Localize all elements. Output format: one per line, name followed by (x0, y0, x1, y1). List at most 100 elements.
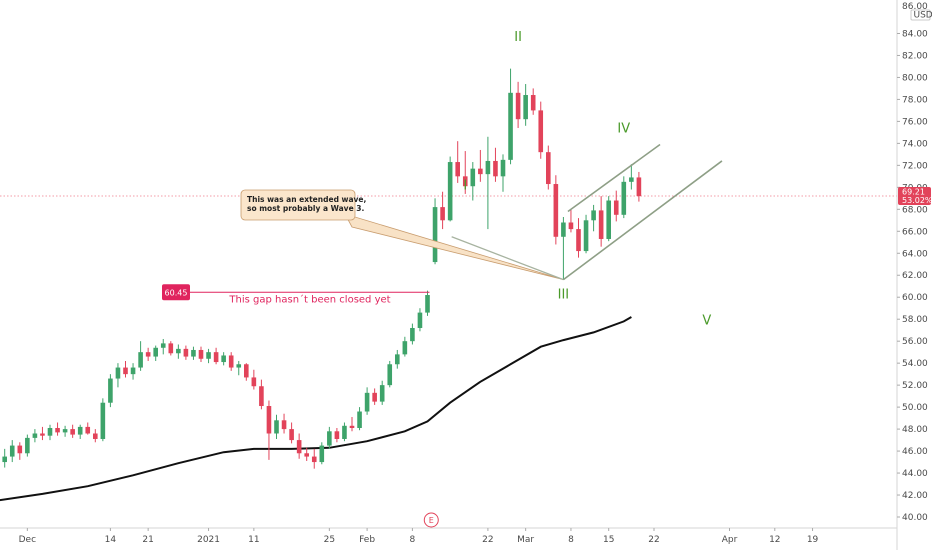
moving-average-line (0, 316, 632, 502)
candle-15 (115, 363, 121, 388)
candle-73 (553, 175, 559, 245)
candle-body-11 (85, 426, 91, 434)
candle-body-60 (455, 162, 460, 177)
y-tick-label-8: 56.00 (902, 337, 928, 347)
candle-body-40 (304, 453, 309, 457)
candle-body-3 (25, 437, 30, 454)
candle-66 (500, 154, 506, 192)
x-tick-label-13: Apr (722, 535, 738, 545)
x-tick-label-0: Dec (19, 535, 36, 545)
candle-52 (395, 349, 400, 369)
candle-body-51 (387, 364, 393, 386)
candle-75 (568, 209, 574, 233)
candle-48 (364, 387, 370, 415)
candle-body-77 (583, 220, 589, 252)
y-tick-label-6: 52.00 (902, 381, 928, 391)
x-tick-label-1: 14 (105, 535, 117, 545)
candle-83 (629, 164, 634, 190)
candle-14 (108, 374, 113, 408)
wave-label-ii: II (514, 30, 522, 45)
candle-body-13 (100, 402, 106, 439)
gap-price-label: 60.45 (165, 288, 188, 297)
candle-body-69 (523, 95, 528, 120)
candle-body-79 (598, 210, 604, 239)
candle-body-68 (515, 92, 521, 120)
candle-body-41 (311, 456, 317, 463)
candle-body-47 (357, 411, 362, 428)
candle-body-6 (47, 427, 53, 436)
candle-body-33 (251, 377, 257, 387)
y-tick-label-1: 42.00 (902, 491, 928, 501)
candle-body-81 (613, 200, 619, 215)
candle-body-8 (62, 429, 68, 433)
candle-35 (266, 400, 272, 460)
candle-body-4 (32, 433, 38, 438)
candle-body-39 (296, 440, 302, 454)
candle-27 (206, 348, 211, 364)
candle-80 (606, 196, 611, 242)
moving-average (0, 316, 632, 502)
y-tick-label-18: 76.00 (902, 117, 928, 127)
candle-30 (228, 352, 234, 371)
wave-label-iv: IV (617, 121, 630, 136)
candles (2, 68, 642, 469)
x-tick-label-2: 21 (142, 535, 153, 545)
candle-57 (432, 198, 438, 265)
candle-2 (17, 442, 23, 460)
gap-price-tag (162, 284, 190, 301)
candle-8 (62, 425, 68, 437)
candle-body-14 (108, 378, 113, 403)
candle-69 (523, 84, 528, 126)
candle-body-56 (425, 295, 430, 313)
candle-body-82 (621, 181, 627, 215)
x-tick-label-9: Mar (517, 535, 534, 545)
candle-59 (447, 156, 453, 222)
candle-68 (515, 81, 521, 128)
candle-72 (546, 145, 551, 190)
candle-41 (311, 448, 317, 469)
candle-body-30 (228, 355, 234, 368)
candle-44 (334, 427, 340, 443)
candle-38 (289, 422, 294, 444)
candle-body-15 (115, 367, 121, 379)
candle-49 (372, 388, 377, 405)
candle-body-0 (2, 456, 7, 463)
candle-81 (613, 190, 619, 222)
y-tick-label-14: 68.00 (902, 205, 928, 215)
candle-6 (47, 424, 53, 441)
x-tick-label-5: 25 (324, 535, 335, 545)
candle-body-21 (160, 343, 166, 348)
y-tick-label-13: 66.00 (902, 227, 928, 237)
candle-body-26 (198, 349, 204, 359)
candle-body-28 (213, 352, 219, 363)
current-price-tag (898, 187, 931, 206)
gap-annotation: This gap hasn´t been closed yet (228, 293, 390, 305)
candle-4 (32, 429, 38, 443)
candle-1 (9, 440, 15, 463)
current-change-label: 53.02% (902, 196, 932, 205)
candle-50 (379, 380, 385, 405)
candle-body-37 (281, 420, 287, 430)
x-tick-label-7: 8 (410, 535, 416, 545)
candle-47 (357, 407, 362, 431)
candle-39 (296, 433, 302, 459)
candle-84 (636, 171, 642, 202)
candle-body-62 (470, 168, 476, 187)
candle-26 (198, 346, 204, 363)
candle-51 (387, 360, 393, 388)
candle-body-65 (493, 160, 498, 177)
y-tick-label-21: 82.00 (902, 51, 928, 61)
candle-3 (25, 434, 30, 457)
candle-22 (168, 341, 174, 356)
candle-body-74 (561, 222, 566, 237)
candle-46 (349, 417, 355, 432)
candle-11 (85, 422, 91, 435)
candle-body-67 (508, 92, 513, 160)
candle-36 (274, 414, 279, 439)
currency-label: USD (914, 11, 932, 21)
candle-body-53 (402, 341, 408, 355)
candle-body-45 (342, 425, 347, 439)
candle-77 (583, 214, 589, 254)
candle-body-12 (93, 433, 98, 439)
